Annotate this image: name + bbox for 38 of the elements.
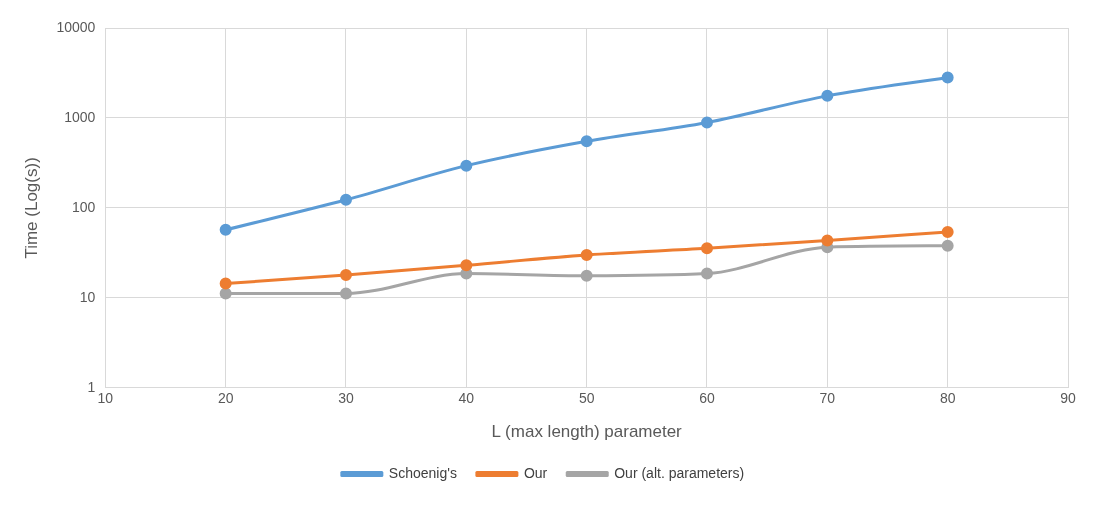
point	[941, 239, 954, 252]
y-tick-label: 10	[79, 288, 96, 305]
point	[340, 287, 352, 300]
point	[580, 135, 593, 148]
point	[580, 269, 593, 282]
x-tick-label: 20	[217, 390, 234, 407]
point	[219, 277, 232, 290]
x-tick-label: 30	[338, 390, 354, 407]
point	[941, 225, 954, 238]
x-tick-label: 80	[939, 390, 956, 407]
point	[460, 259, 473, 272]
point	[340, 268, 352, 281]
point	[821, 89, 834, 102]
x-axis-title: L (max length) parameter	[491, 422, 683, 442]
point	[580, 248, 593, 261]
y-tick-label: 10000	[56, 18, 96, 35]
y-tick-label: 1000	[64, 108, 96, 125]
x-tick-label: 90	[1060, 390, 1076, 407]
point	[219, 287, 232, 300]
point	[701, 116, 713, 129]
legend-label: Our	[523, 464, 548, 481]
y-tick-label: 100	[71, 198, 96, 215]
y-tick-label: 1	[87, 378, 96, 395]
point	[219, 223, 232, 236]
y-axis-title: Time (Log(s))	[21, 157, 41, 259]
legend-label: Our (alt. parameters)	[614, 464, 745, 481]
legend-label: Schoenig's	[388, 464, 457, 481]
x-tick-label: 60	[699, 390, 715, 407]
point	[821, 234, 834, 247]
point	[701, 267, 713, 280]
x-tick-label: 40	[458, 390, 475, 407]
point	[701, 242, 713, 255]
point	[340, 193, 352, 206]
x-tick-label: 50	[578, 390, 595, 407]
point	[460, 159, 473, 172]
x-tick-label: 10	[97, 390, 114, 407]
point	[941, 71, 954, 84]
x-tick-label: 70	[819, 390, 836, 407]
